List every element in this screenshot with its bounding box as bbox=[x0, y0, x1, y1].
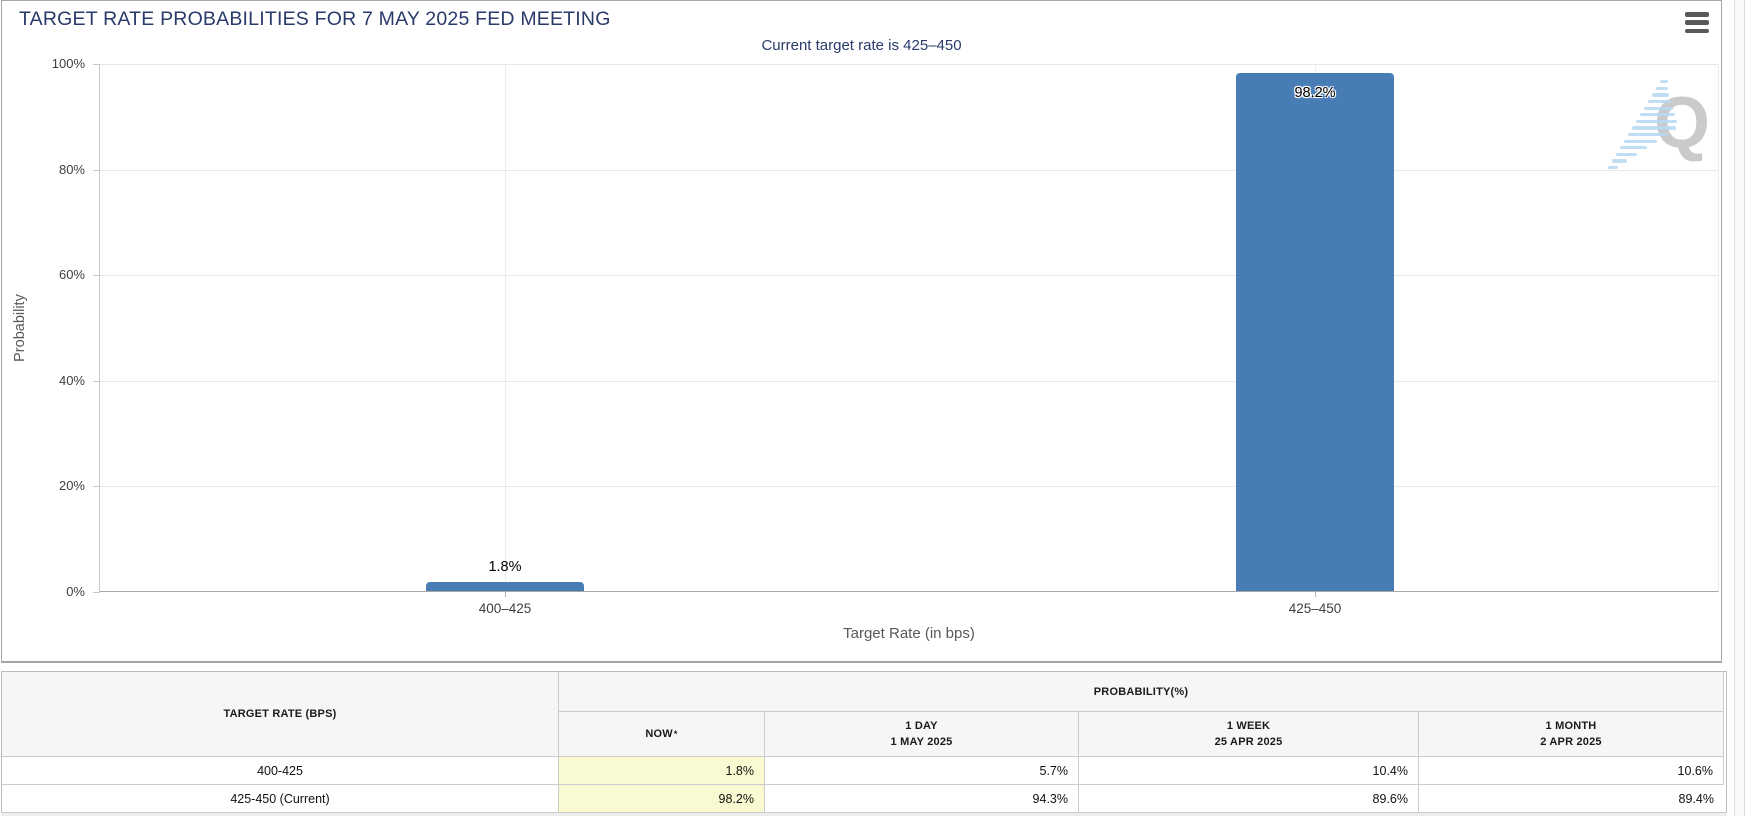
table-header-1-month: 1 MONTH 2 APR 2025 bbox=[1419, 712, 1724, 757]
vertical-scrollbar[interactable] bbox=[1734, 0, 1745, 816]
y-tick-mark bbox=[93, 169, 100, 171]
bar-value-label: 98.2% bbox=[1294, 84, 1336, 101]
y-tick-mark bbox=[93, 486, 100, 488]
y-gridline bbox=[100, 380, 1718, 382]
table-cell-1-month: 89.4% bbox=[1419, 785, 1724, 813]
table-header-1-week: 1 WEEK 25 APR 2025 bbox=[1079, 712, 1419, 757]
next-row-cutoff bbox=[1, 812, 1727, 816]
chart-subtitle: Current target rate is 425–450 bbox=[761, 37, 962, 54]
table-cell-1-day: 5.7% bbox=[765, 757, 1079, 785]
table-header-now: NOW * bbox=[559, 712, 765, 757]
probability-bar[interactable] bbox=[1236, 72, 1394, 591]
plot-area: 1.8% 400–425 98.2% 425–450 bbox=[93, 64, 1719, 616]
y-gridline bbox=[100, 169, 1718, 171]
page-title: TARGET RATE PROBABILITIES FOR 7 MAY 2025… bbox=[19, 8, 611, 30]
y-tick-label: 60% bbox=[58, 267, 85, 283]
table-header-target-rate: TARGET RATE (BPS) bbox=[2, 672, 559, 757]
table-row-target-rate: 400-425 bbox=[2, 757, 559, 785]
bar-value-label: 1.8% bbox=[488, 558, 522, 575]
y-tick-label: 0% bbox=[66, 584, 85, 599]
y-axis-title: Probability bbox=[12, 294, 28, 362]
table-cell-1-month: 10.6% bbox=[1419, 757, 1724, 785]
y-tick-mark bbox=[93, 592, 100, 593]
y-tick-mark bbox=[93, 64, 100, 65]
now-asterisk: * bbox=[673, 729, 678, 739]
table-row-target-rate: 425-450 (Current) bbox=[2, 785, 559, 813]
y-tick-mark bbox=[93, 380, 100, 382]
x-axis-title: Target Rate (in bps) bbox=[843, 625, 975, 642]
y-tick-label: 20% bbox=[58, 478, 85, 494]
table-header-probability-group: PROBABILITY(%) bbox=[559, 672, 1724, 712]
x-category-label: 400–425 bbox=[478, 601, 532, 616]
table-cell-now: 1.8% bbox=[559, 757, 765, 785]
probability-table: TARGET RATE (BPS) PROBABILITY(%) NOW * 1 … bbox=[1, 671, 1727, 814]
probability-bar[interactable] bbox=[426, 581, 584, 591]
table-header-1-day: 1 DAY 1 MAY 2025 bbox=[765, 712, 1079, 757]
table-cell-now: 98.2% bbox=[559, 785, 765, 813]
table-cell-1-week: 10.4% bbox=[1079, 757, 1419, 785]
x-tick-mark bbox=[505, 592, 506, 597]
chart-panel: TARGET RATE PROBABILITIES FOR 7 MAY 2025… bbox=[1, 0, 1722, 663]
table-cell-1-day: 94.3% bbox=[765, 785, 1079, 813]
y-axis-tick-labels: 0% 20% 40% 60% 80% 100% bbox=[38, 56, 92, 599]
y-gridline bbox=[100, 64, 1718, 65]
x-gridline bbox=[505, 64, 506, 591]
y-gridline bbox=[100, 486, 1718, 488]
y-tick-label: 40% bbox=[58, 372, 85, 388]
y-tick-label: 100% bbox=[51, 56, 85, 71]
table-cell-1-week: 89.6% bbox=[1079, 785, 1419, 813]
x-category-label: 425–450 bbox=[1288, 601, 1342, 616]
y-tick-mark bbox=[93, 275, 100, 277]
x-tick-mark bbox=[1315, 592, 1316, 597]
y-tick-label: 80% bbox=[58, 161, 85, 177]
y-gridline bbox=[100, 275, 1718, 277]
hamburger-menu-icon[interactable] bbox=[1685, 12, 1709, 33]
